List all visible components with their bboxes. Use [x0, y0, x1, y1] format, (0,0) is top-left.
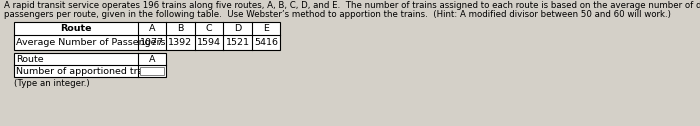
- Text: 1392: 1392: [168, 38, 193, 47]
- Text: 1521: 1521: [225, 38, 249, 47]
- Text: D: D: [234, 24, 241, 33]
- Text: A: A: [148, 24, 155, 33]
- Text: A: A: [148, 55, 155, 64]
- Text: E: E: [263, 24, 269, 33]
- Text: (Type an integer.): (Type an integer.): [13, 79, 89, 88]
- Text: 1077: 1077: [140, 38, 164, 47]
- Bar: [140, 67, 164, 75]
- Text: Route: Route: [16, 55, 43, 64]
- Bar: [13, 22, 280, 50]
- Text: 1594: 1594: [197, 38, 221, 47]
- Text: B: B: [177, 24, 183, 33]
- Text: Route: Route: [60, 24, 91, 33]
- Text: A rapid transit service operates 196 trains along five routes, A, B, C, D, and E: A rapid transit service operates 196 tra…: [4, 1, 700, 10]
- Text: Number of apportioned trains: Number of apportioned trains: [16, 67, 157, 75]
- Text: C: C: [206, 24, 212, 33]
- Text: 5416: 5416: [254, 38, 278, 47]
- Text: Average Number of Passengers: Average Number of Passengers: [16, 38, 165, 47]
- Bar: [13, 53, 166, 77]
- Text: passengers per route, given in the following table.  Use Webster’s method to app: passengers per route, given in the follo…: [4, 10, 671, 19]
